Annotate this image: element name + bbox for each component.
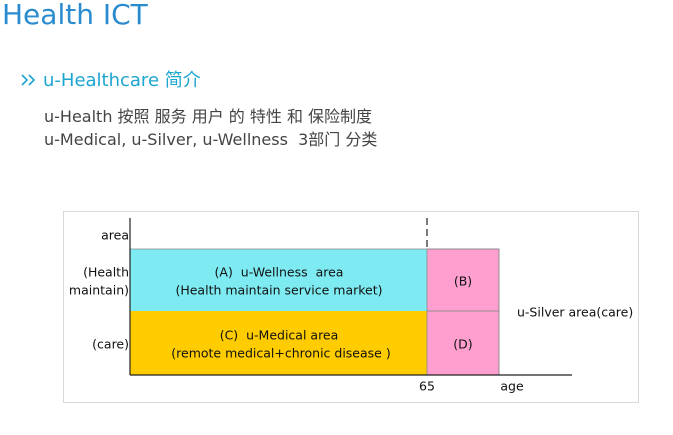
y-label: (Health — [83, 265, 129, 280]
body-line: u-Medical, u-Silver, u-Wellness 3部门 分类 — [44, 130, 377, 149]
slide-title: Health ICT — [2, 0, 149, 31]
region-b — [426, 248, 500, 312]
side-label: u-Silver area(care) — [517, 305, 633, 320]
x-label: age — [500, 379, 524, 394]
region-label: (B) — [454, 274, 472, 289]
region-sublabel: (Health maintain service market) — [175, 283, 382, 298]
section-heading: u-Healthcare 简介 — [43, 70, 201, 91]
y-label: maintain) — [69, 283, 129, 298]
region-medical — [130, 311, 427, 375]
body-line: u-Health 按照 服务 用户 的 特性 和 保险制度 — [44, 107, 372, 126]
y-label: (care) — [92, 337, 129, 352]
y-label: area — [101, 228, 129, 243]
region-sublabel: (remote medical+chronic disease ) — [171, 346, 390, 361]
region-label: (A) u-Wellness area — [215, 265, 344, 280]
bullet-marker — [21, 74, 36, 86]
region-wellness — [130, 249, 427, 311]
x-label: 65 — [419, 379, 435, 394]
region-label: (D) — [453, 337, 472, 352]
region-d — [426, 310, 500, 376]
region-label: (C) u-Medical area — [220, 328, 339, 343]
